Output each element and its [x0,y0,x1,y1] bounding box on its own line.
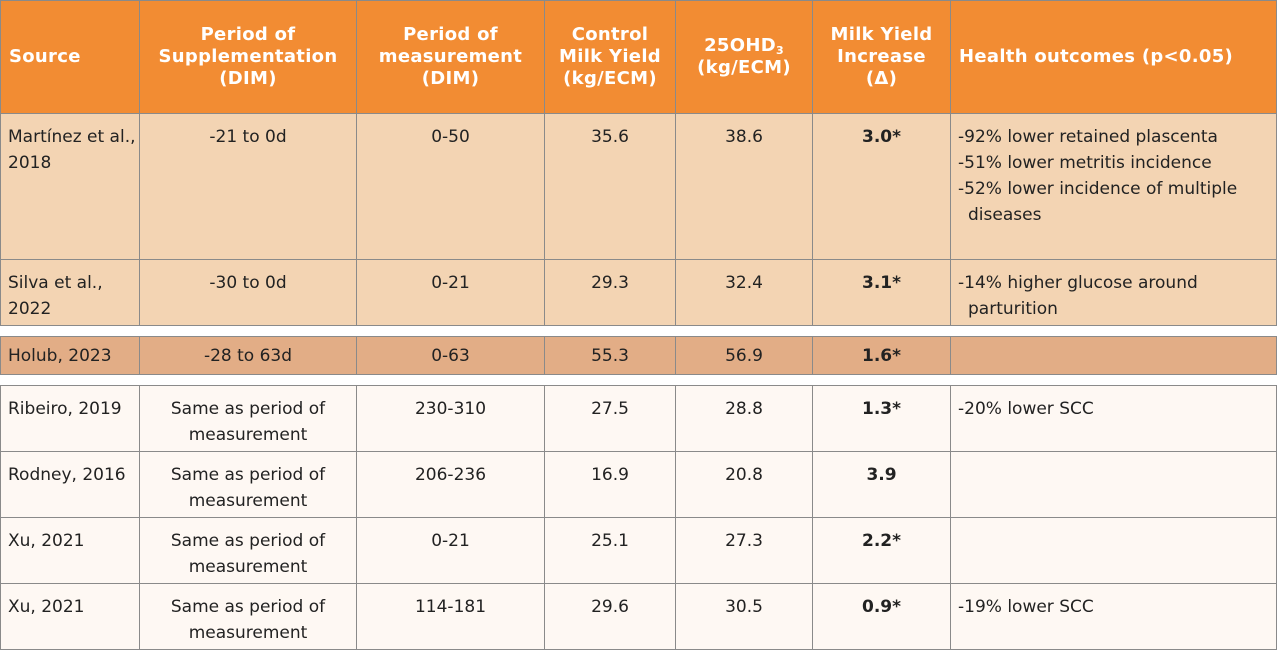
cell-source: Rodney, 2016 [0,451,140,518]
cell-measurement: 0-63 [356,336,545,375]
cell-increase: 3.0* [812,113,951,260]
header-row: Source Period of Supplementation (DIM) P… [0,0,1277,114]
header-supplementation: Period of Supplementation (DIM) [139,0,357,114]
cell-source: Silva et al., 2022 [0,259,140,326]
header-source: Source [0,0,140,114]
cell-supplementation: Same as period of measurement [139,451,357,518]
cell-increase: 1.6* [812,336,951,375]
table-row: Xu, 2021 Same as period of measurement 1… [0,583,1277,650]
cell-25ohd3: 56.9 [675,336,813,375]
header-health-outcomes: Health outcomes (p<0.05) [950,0,1277,114]
cell-25ohd3: 20.8 [675,451,813,518]
health-outcome-item: -20% lower SCC [958,399,1094,419]
cell-health-outcomes [950,336,1277,375]
cell-health-outcomes: -14% higher glucose around parturition [950,259,1277,326]
cell-supplementation: Same as period of measurement [139,517,357,584]
cell-source: Xu, 2021 [0,583,140,650]
cell-supplementation: -28 to 63d [139,336,357,375]
cell-control: 29.6 [544,583,676,650]
header-measurement: Period of measurement (DIM) [356,0,545,114]
health-outcome-item: -92% lower retained plascenta [958,127,1218,147]
cell-increase: 3.1* [812,259,951,326]
cell-control: 16.9 [544,451,676,518]
table-row: Holub, 2023 -28 to 63d 0-63 55.3 56.9 1.… [0,336,1277,375]
cell-source: Martínez et al., 2018 [0,113,140,260]
health-outcome-item: -14% higher glucose around parturition [958,273,1198,319]
header-control-milk-yield: Control Milk Yield (kg/ECM) [544,0,676,114]
cell-measurement: 0-21 [356,517,545,584]
cell-source: Xu, 2021 [0,517,140,584]
cell-supplementation: Same as period of measurement [139,583,357,650]
group-separator [0,325,1277,337]
cell-source: Ribeiro, 2019 [0,385,140,452]
table-row: Ribeiro, 2019 Same as period of measurem… [0,385,1277,452]
cell-control: 25.1 [544,517,676,584]
cell-measurement: 114-181 [356,583,545,650]
cell-supplementation: Same as period of measurement [139,385,357,452]
table-row: Silva et al., 2022 -30 to 0d 0-21 29.3 3… [0,259,1277,326]
cell-supplementation: -30 to 0d [139,259,357,326]
cell-increase: 3.9 [812,451,951,518]
header-milk-yield-increase: Milk Yield Increase (Δ) [812,0,951,114]
cell-25ohd3: 38.6 [675,113,813,260]
cell-health-outcomes [950,517,1277,584]
cell-25ohd3: 32.4 [675,259,813,326]
health-outcome-item: -52% lower incidence of multiple disease… [958,179,1238,225]
header-25ohd3: 25OHD3 (kg/ECM) [675,0,813,114]
cell-measurement: 0-50 [356,113,545,260]
cell-health-outcomes: -92% lower retained plascenta -51% lower… [950,113,1277,260]
cell-measurement: 206-236 [356,451,545,518]
health-outcome-item: -19% lower SCC [958,597,1094,617]
cell-health-outcomes: -20% lower SCC [950,385,1277,452]
cell-control: 29.3 [544,259,676,326]
cell-measurement: 230-310 [356,385,545,452]
cell-increase: 1.3* [812,385,951,452]
cell-increase: 2.2* [812,517,951,584]
cell-supplementation: -21 to 0d [139,113,357,260]
group-separator [0,374,1277,386]
cell-control: 55.3 [544,336,676,375]
cell-increase: 0.9* [812,583,951,650]
health-outcome-item: -51% lower metritis incidence [958,153,1212,173]
cell-source: Holub, 2023 [0,336,140,375]
table-row: Martínez et al., 2018 -21 to 0d 0-50 35.… [0,113,1277,260]
cell-measurement: 0-21 [356,259,545,326]
cell-health-outcomes: -19% lower SCC [950,583,1277,650]
cell-control: 35.6 [544,113,676,260]
cell-25ohd3: 30.5 [675,583,813,650]
milk-yield-table: Source Period of Supplementation (DIM) P… [0,0,1277,650]
cell-25ohd3: 27.3 [675,517,813,584]
cell-health-outcomes [950,451,1277,518]
cell-control: 27.5 [544,385,676,452]
table-row: Xu, 2021 Same as period of measurement 0… [0,517,1277,584]
cell-25ohd3: 28.8 [675,385,813,452]
table-row: Rodney, 2016 Same as period of measureme… [0,451,1277,518]
